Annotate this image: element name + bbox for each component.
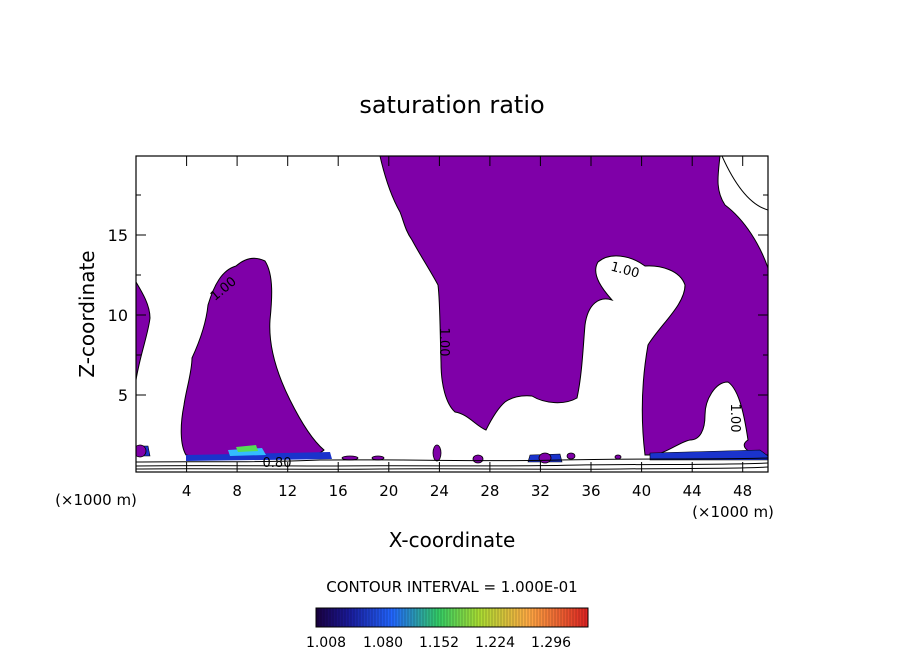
x-axis: [186, 156, 744, 472]
chart-title: saturation ratio: [359, 91, 544, 119]
x-tick-label: 28: [480, 482, 499, 500]
colorbar-tick-label: 1.152: [419, 635, 459, 651]
x-tick-label: 20: [379, 482, 398, 500]
x-unit-left: (×1000 m): [55, 491, 137, 509]
plot-frame: [135, 155, 769, 473]
contour-interval-text: CONTOUR INTERVAL = 1.000E-01: [326, 578, 577, 596]
contour-region-left-plume: [180, 257, 325, 458]
colorbar-tick-label: 1.224: [475, 635, 515, 651]
x-tick-label: 16: [329, 482, 348, 500]
colorbar-tick-labels: 1.008 1.080 1.152 1.224 1.296: [306, 635, 571, 651]
surface-contour-lines: [136, 457, 768, 470]
x-tick-label: 8: [232, 482, 242, 500]
x-tick-label: 44: [683, 482, 702, 500]
contour-label: 1.00: [609, 260, 641, 282]
contour-region-main: [379, 156, 768, 456]
x-tick-labels: 4 8 12 16 20 24 28 32 36 40 44 48: [182, 482, 752, 500]
band-blue: [186, 452, 332, 461]
x-tick-label: 4: [182, 482, 192, 500]
contour-region-left-edge: [136, 281, 151, 381]
colorbar-tick-label: 1.008: [306, 635, 346, 651]
colorbar-stripes: [317, 608, 586, 627]
contour-label: 1.00: [727, 404, 742, 433]
colorbar-tick-label: 1.080: [363, 635, 403, 651]
x-tick-label: 36: [581, 482, 600, 500]
y-tick-label: 5: [118, 386, 128, 405]
x-axis-label: X-coordinate: [389, 528, 516, 552]
x-tick-label: 32: [531, 482, 550, 500]
clear-region-top-right: [721, 156, 768, 211]
x-tick-label: 40: [632, 482, 651, 500]
colorbar-tick-label: 1.296: [531, 635, 571, 651]
x-tick-label: 12: [278, 482, 297, 500]
contour-label: 1.00: [436, 328, 451, 357]
x-tick-label: 24: [430, 482, 449, 500]
y-axis-label: Z-coordinate: [75, 250, 99, 377]
contour-fields: [136, 156, 768, 470]
contour-label: 0.80: [263, 456, 292, 471]
y-tick-label: 15: [108, 226, 128, 245]
y-axis: [136, 194, 768, 396]
y-tick-label: 10: [108, 306, 128, 325]
x-tick-label: 48: [733, 482, 752, 500]
x-unit-right: (×1000 m): [692, 503, 774, 521]
band-green: [236, 445, 258, 452]
